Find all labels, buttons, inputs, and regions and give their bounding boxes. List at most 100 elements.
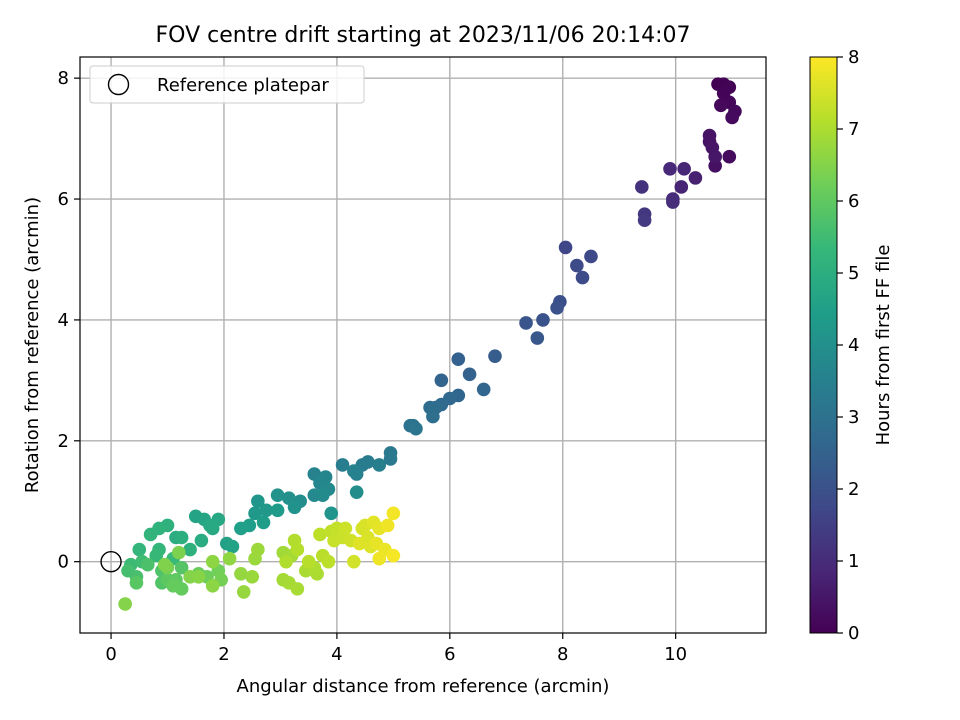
scatter-point xyxy=(132,542,147,557)
y-tick-label: 2 xyxy=(58,431,69,452)
scatter-point xyxy=(129,576,144,590)
scatter-point xyxy=(140,557,155,572)
colorbar-tick-label: 5 xyxy=(848,263,859,284)
legend-box xyxy=(89,65,365,104)
scatter-point xyxy=(234,566,248,581)
scatter-point xyxy=(315,488,330,502)
x-axis-ticks: 0 2 4 6 8 10 xyxy=(105,633,687,665)
scatter-point xyxy=(174,530,189,545)
legend: Reference platepar xyxy=(89,65,365,104)
scatter-point xyxy=(380,518,395,533)
scatter-point xyxy=(725,110,739,125)
scatter-point xyxy=(714,98,728,113)
scatter-point xyxy=(347,554,361,569)
scatter-point xyxy=(301,554,316,569)
scatter-point xyxy=(663,162,677,176)
x-tick-label: 10 xyxy=(664,644,687,665)
scatter-point xyxy=(702,128,717,143)
colorbar-tick-label: 2 xyxy=(848,479,859,500)
scatter-point xyxy=(570,258,584,273)
scatter-point xyxy=(409,421,423,436)
x-tick-label: 0 xyxy=(105,644,116,665)
scatter-point xyxy=(386,506,401,521)
colorbar-tick-label: 0 xyxy=(848,623,859,644)
scatter-point xyxy=(321,554,336,569)
scatter-point xyxy=(234,521,248,536)
scatter-point xyxy=(143,527,158,542)
colorbar-tick-label: 1 xyxy=(848,551,859,572)
scatter-point xyxy=(251,542,265,557)
data-points xyxy=(118,77,742,611)
scatter-point xyxy=(338,521,353,536)
scatter-point xyxy=(519,316,533,330)
colorbar-tick-label: 4 xyxy=(848,335,859,356)
scatter-point xyxy=(191,569,206,584)
scatter-point xyxy=(634,180,649,194)
scatter-point xyxy=(205,554,220,569)
scatter-point xyxy=(476,382,491,397)
scatter-point xyxy=(536,313,550,327)
scatter-point xyxy=(245,569,260,584)
colorbar-label: Hours from first FF file xyxy=(873,245,894,446)
scatter-point xyxy=(313,527,327,542)
scatter-point xyxy=(347,464,361,478)
scatter-point xyxy=(118,597,132,611)
colorbar-tick-label: 8 xyxy=(848,47,859,68)
scatter-point xyxy=(222,551,237,566)
x-tick-label: 8 xyxy=(557,644,568,665)
colorbar-tick-label: 3 xyxy=(848,407,859,428)
scatter-point xyxy=(225,539,240,554)
scatter-point xyxy=(451,352,466,367)
scatter-point xyxy=(674,180,689,194)
y-axis-ticks: 0 2 4 6 8 xyxy=(58,68,80,573)
scatter-point xyxy=(677,162,691,176)
y-tick-label: 0 xyxy=(58,552,69,573)
scatter-point xyxy=(708,149,722,164)
scatter-point xyxy=(666,195,680,209)
scatter-point xyxy=(550,301,564,315)
scatter-point xyxy=(372,551,387,566)
scatter-point xyxy=(157,557,172,572)
y-tick-label: 8 xyxy=(58,68,69,89)
scatter-point xyxy=(279,554,293,569)
scatter-point xyxy=(290,582,305,596)
scatter-point xyxy=(352,536,367,551)
scatter-point xyxy=(205,579,220,593)
scatter-point xyxy=(462,367,477,382)
scatter-point xyxy=(335,458,350,472)
scatter-point xyxy=(383,452,398,466)
colorbar: 0 1 2 3 4 5 6 7 8 Hours from first FF file xyxy=(809,47,894,644)
scatter-point xyxy=(324,506,339,521)
scatter-point xyxy=(488,349,502,363)
scatter-point xyxy=(637,213,652,227)
scatter-point xyxy=(722,149,737,164)
colorbar-tick-label: 6 xyxy=(848,191,859,212)
scatter-point xyxy=(434,373,449,388)
scatter-point xyxy=(270,503,285,518)
reference-platepar-point xyxy=(100,550,122,573)
scatter-point xyxy=(290,542,305,557)
scatter-point xyxy=(251,494,265,509)
x-tick-label: 6 xyxy=(444,644,455,665)
scatter-point xyxy=(256,515,271,530)
scatter-point xyxy=(236,585,251,599)
y-tick-label: 6 xyxy=(58,189,69,210)
legend-label: Reference platepar xyxy=(157,75,329,96)
x-tick-label: 4 xyxy=(331,644,342,665)
grid-lines xyxy=(80,57,766,633)
reference-marker xyxy=(100,550,122,573)
scatter-point xyxy=(194,533,209,548)
y-axis-label: Rotation from reference (arcmin) xyxy=(22,197,43,493)
scatter-point xyxy=(349,485,364,499)
x-tick-label: 2 xyxy=(218,644,229,665)
scatter-point xyxy=(174,560,189,575)
scatter-point xyxy=(205,521,220,536)
scatter-point xyxy=(386,548,401,563)
scatter-point xyxy=(287,500,302,515)
scatter-point xyxy=(426,409,440,424)
scatter-point xyxy=(183,542,197,557)
colorbar-ticks: 0 1 2 3 4 5 6 7 8 xyxy=(837,47,859,644)
scatter-point xyxy=(688,171,703,185)
plot-frame xyxy=(79,56,767,634)
